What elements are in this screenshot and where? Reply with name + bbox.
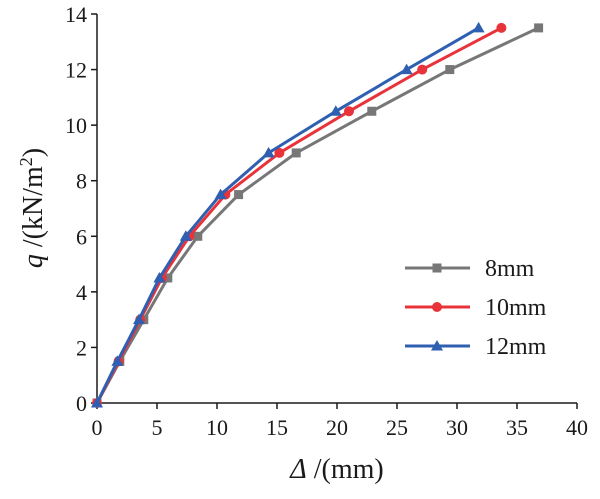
y-tick-label: 4	[76, 280, 87, 305]
x-axis-title: Δ /(mm)	[289, 454, 383, 485]
x-tick-label: 35	[506, 415, 528, 440]
data-point-8mm	[234, 190, 244, 200]
data-point-8mm	[534, 23, 544, 33]
y-tick-label: 8	[76, 169, 87, 194]
data-point-10mm	[274, 147, 285, 158]
series-layer	[91, 21, 544, 408]
y-tick-label: 2	[76, 335, 87, 360]
legend-item-12mm: 12mm	[405, 334, 547, 360]
data-point-8mm	[163, 273, 173, 283]
x-tick-label: 15	[266, 415, 288, 440]
y-tick-label: 0	[76, 391, 87, 416]
x-tick-label: 10	[206, 415, 228, 440]
data-point-12mm	[472, 21, 485, 33]
x-tick-label: 40	[566, 415, 588, 440]
series-8mm	[92, 23, 544, 408]
x-tick-label: 30	[446, 415, 468, 440]
data-point-8mm	[193, 231, 203, 241]
legend-item-10mm: 10mm	[405, 295, 547, 321]
legend-label: 12mm	[485, 334, 547, 360]
series-line-8mm	[95, 26, 540, 404]
data-point-12mm	[91, 397, 103, 408]
y-tick-label: 12	[65, 58, 87, 83]
legend: 8mm 10mm 12mm	[405, 256, 547, 360]
legend-marker	[431, 340, 443, 351]
x-tick-label: 20	[326, 415, 348, 440]
legend-label: 10mm	[485, 295, 547, 321]
data-point-10mm	[496, 22, 507, 33]
y-tick-label: 10	[65, 113, 87, 138]
legend-item-8mm: 8mm	[405, 256, 535, 282]
data-point-12mm	[214, 188, 227, 200]
series-12mm	[91, 21, 485, 408]
y-axis-title: q /(kN/m2)	[16, 148, 49, 268]
data-point-12mm	[262, 146, 275, 158]
x-tick-label: 5	[152, 415, 163, 440]
data-point-12mm	[179, 230, 192, 241]
series-line-12mm	[95, 26, 480, 404]
x-tick-label: 25	[386, 415, 408, 440]
data-point-12mm	[111, 355, 124, 366]
data-point-12mm	[329, 105, 342, 116]
legend-marker	[432, 302, 442, 312]
data-point-12mm	[400, 63, 413, 75]
axes: 0 5 10 15 20 25 30 35 40 0 2 4 6 8 10 12 14	[65, 2, 588, 440]
data-point-12mm	[153, 271, 166, 283]
data-point-10mm	[344, 106, 354, 117]
legend-label: 8mm	[485, 256, 535, 282]
y-tick-label: 14	[65, 2, 87, 27]
data-point-10mm	[417, 64, 428, 75]
data-point-8mm	[291, 148, 301, 158]
data-point-8mm	[445, 65, 455, 75]
data-point-8mm	[367, 106, 377, 116]
series-10mm	[92, 22, 507, 408]
y-tick-label: 6	[76, 224, 87, 249]
x-tick-label: 0	[92, 415, 103, 440]
data-point-12mm	[133, 313, 145, 325]
legend-marker	[432, 263, 442, 273]
